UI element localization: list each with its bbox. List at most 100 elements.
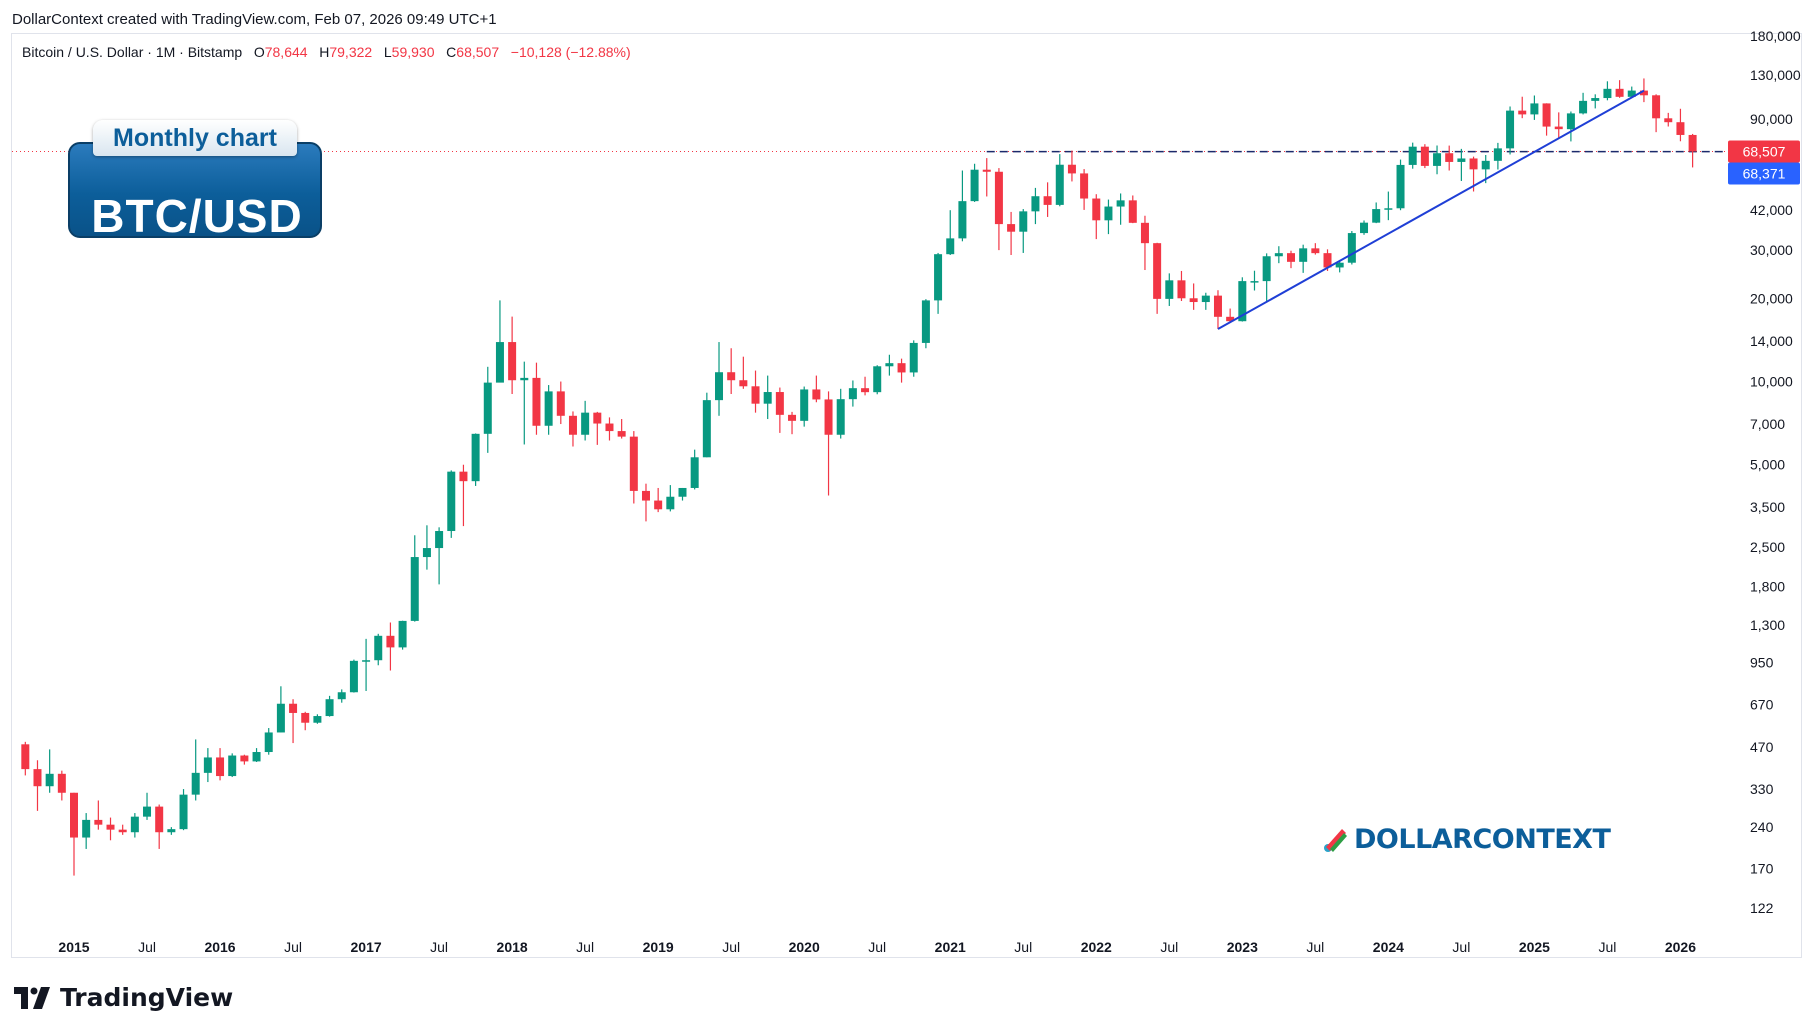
y-tick-label: 130,000 — [1750, 67, 1801, 83]
candle-body — [544, 391, 553, 426]
badge-panel: BTC/USD — [68, 142, 322, 242]
tradingview-brand: TradingView — [60, 983, 234, 1012]
x-tick-label: 2018 — [497, 939, 528, 955]
last-price-tag-label: 68,507 — [1743, 143, 1786, 159]
candle-body — [1201, 295, 1210, 303]
candle-body — [934, 254, 943, 301]
watermark-text: DOLLARCONTEXT — [1354, 823, 1611, 855]
y-tick-label: 1,300 — [1750, 617, 1785, 633]
candle-body — [1627, 90, 1636, 97]
candle-body — [252, 752, 261, 762]
tradingview-logo[interactable]: TradingView — [14, 983, 233, 1012]
candle-body — [1189, 298, 1198, 303]
candle-body — [459, 471, 468, 482]
candle-body — [1469, 158, 1478, 170]
y-tick-label: 2,500 — [1750, 539, 1785, 555]
candle-body — [313, 716, 322, 723]
candle-body — [666, 496, 675, 510]
candle-body — [1104, 206, 1113, 221]
candle-body — [1493, 148, 1502, 161]
candle-body — [617, 431, 626, 437]
candle-body — [45, 773, 54, 787]
candle-body — [386, 635, 395, 648]
candle-body — [861, 388, 870, 393]
candle-body — [654, 500, 663, 510]
candle-body — [921, 300, 930, 343]
candle-body — [1250, 281, 1259, 283]
candle-body — [520, 377, 529, 381]
candle-body — [179, 794, 188, 830]
candle-body — [946, 238, 955, 255]
tradingview-logo-icon — [14, 986, 50, 1009]
candle-body — [33, 769, 42, 787]
candle-body — [1591, 98, 1600, 101]
candle-body — [1615, 88, 1624, 97]
low-label: L — [383, 44, 392, 60]
candle-body — [848, 388, 857, 400]
candle-body — [471, 433, 480, 482]
symbol-legend: Bitcoin / U.S. Dollar · 1M · Bitstamp O7… — [22, 44, 631, 60]
x-tick-label: Jul — [576, 939, 594, 955]
candle-body — [1019, 211, 1028, 232]
candle-body — [1153, 243, 1162, 299]
candle-body — [1652, 95, 1661, 119]
x-tick-label: 2026 — [1665, 939, 1696, 955]
candle-body — [118, 829, 127, 833]
x-tick-label: 2019 — [643, 939, 674, 955]
y-tick-label: 170 — [1750, 860, 1774, 876]
x-tick-label: Jul — [1306, 939, 1324, 955]
candle-body — [629, 436, 638, 491]
candle-body — [1518, 110, 1527, 115]
candle-body — [337, 692, 346, 700]
candle-body — [240, 755, 249, 762]
candle-body — [873, 366, 882, 393]
y-tick-label: 1,800 — [1750, 578, 1785, 594]
y-tick-label: 3,500 — [1750, 499, 1785, 515]
candle-body — [690, 457, 699, 488]
candle-body — [958, 201, 967, 239]
candle-body — [1226, 316, 1235, 322]
y-tick-label: 20,000 — [1750, 291, 1793, 307]
y-tick-label: 950 — [1750, 655, 1774, 671]
candle-body — [788, 414, 797, 421]
candle-body — [106, 824, 115, 830]
candle-body — [1165, 280, 1174, 299]
open-label: O — [253, 44, 265, 60]
y-tick-label: 42,000 — [1750, 202, 1793, 218]
candle-body — [1664, 118, 1673, 123]
candle-body — [800, 389, 809, 421]
candle-body — [678, 487, 687, 497]
candle-body — [191, 772, 200, 795]
close-label: C — [446, 44, 457, 60]
candle-body — [1238, 281, 1247, 322]
candle-body — [143, 806, 152, 817]
candle-body — [422, 548, 431, 558]
candle-body — [289, 703, 298, 713]
candle-body — [1676, 122, 1685, 135]
candle-body — [836, 399, 845, 435]
pen-logo-icon — [1324, 829, 1347, 852]
x-tick-label: 2017 — [351, 939, 382, 955]
candle-body — [1384, 208, 1393, 210]
candle-body — [1566, 113, 1575, 130]
level-price-tag — [1728, 162, 1800, 185]
candle-body — [1067, 164, 1076, 174]
candle-body — [1043, 196, 1052, 205]
candle-body — [994, 171, 1003, 225]
last-price-tag — [1728, 140, 1800, 163]
candle-body — [82, 819, 91, 838]
candle-body — [1506, 110, 1515, 149]
high-value: 79,322 — [329, 44, 373, 60]
candle-body — [203, 757, 212, 773]
candle-body — [1481, 160, 1490, 170]
candle-body — [824, 399, 833, 435]
candle-body — [727, 372, 736, 381]
candle-body — [349, 660, 358, 693]
dollarcontext-watermark: DOLLARCONTEXT — [1322, 821, 1611, 857]
candle-body — [1055, 164, 1064, 205]
change-value: −10,128 (−12.88%) — [510, 44, 631, 60]
candle-body — [216, 757, 225, 777]
x-tick-label: Jul — [138, 939, 156, 955]
candle-body — [775, 392, 784, 415]
